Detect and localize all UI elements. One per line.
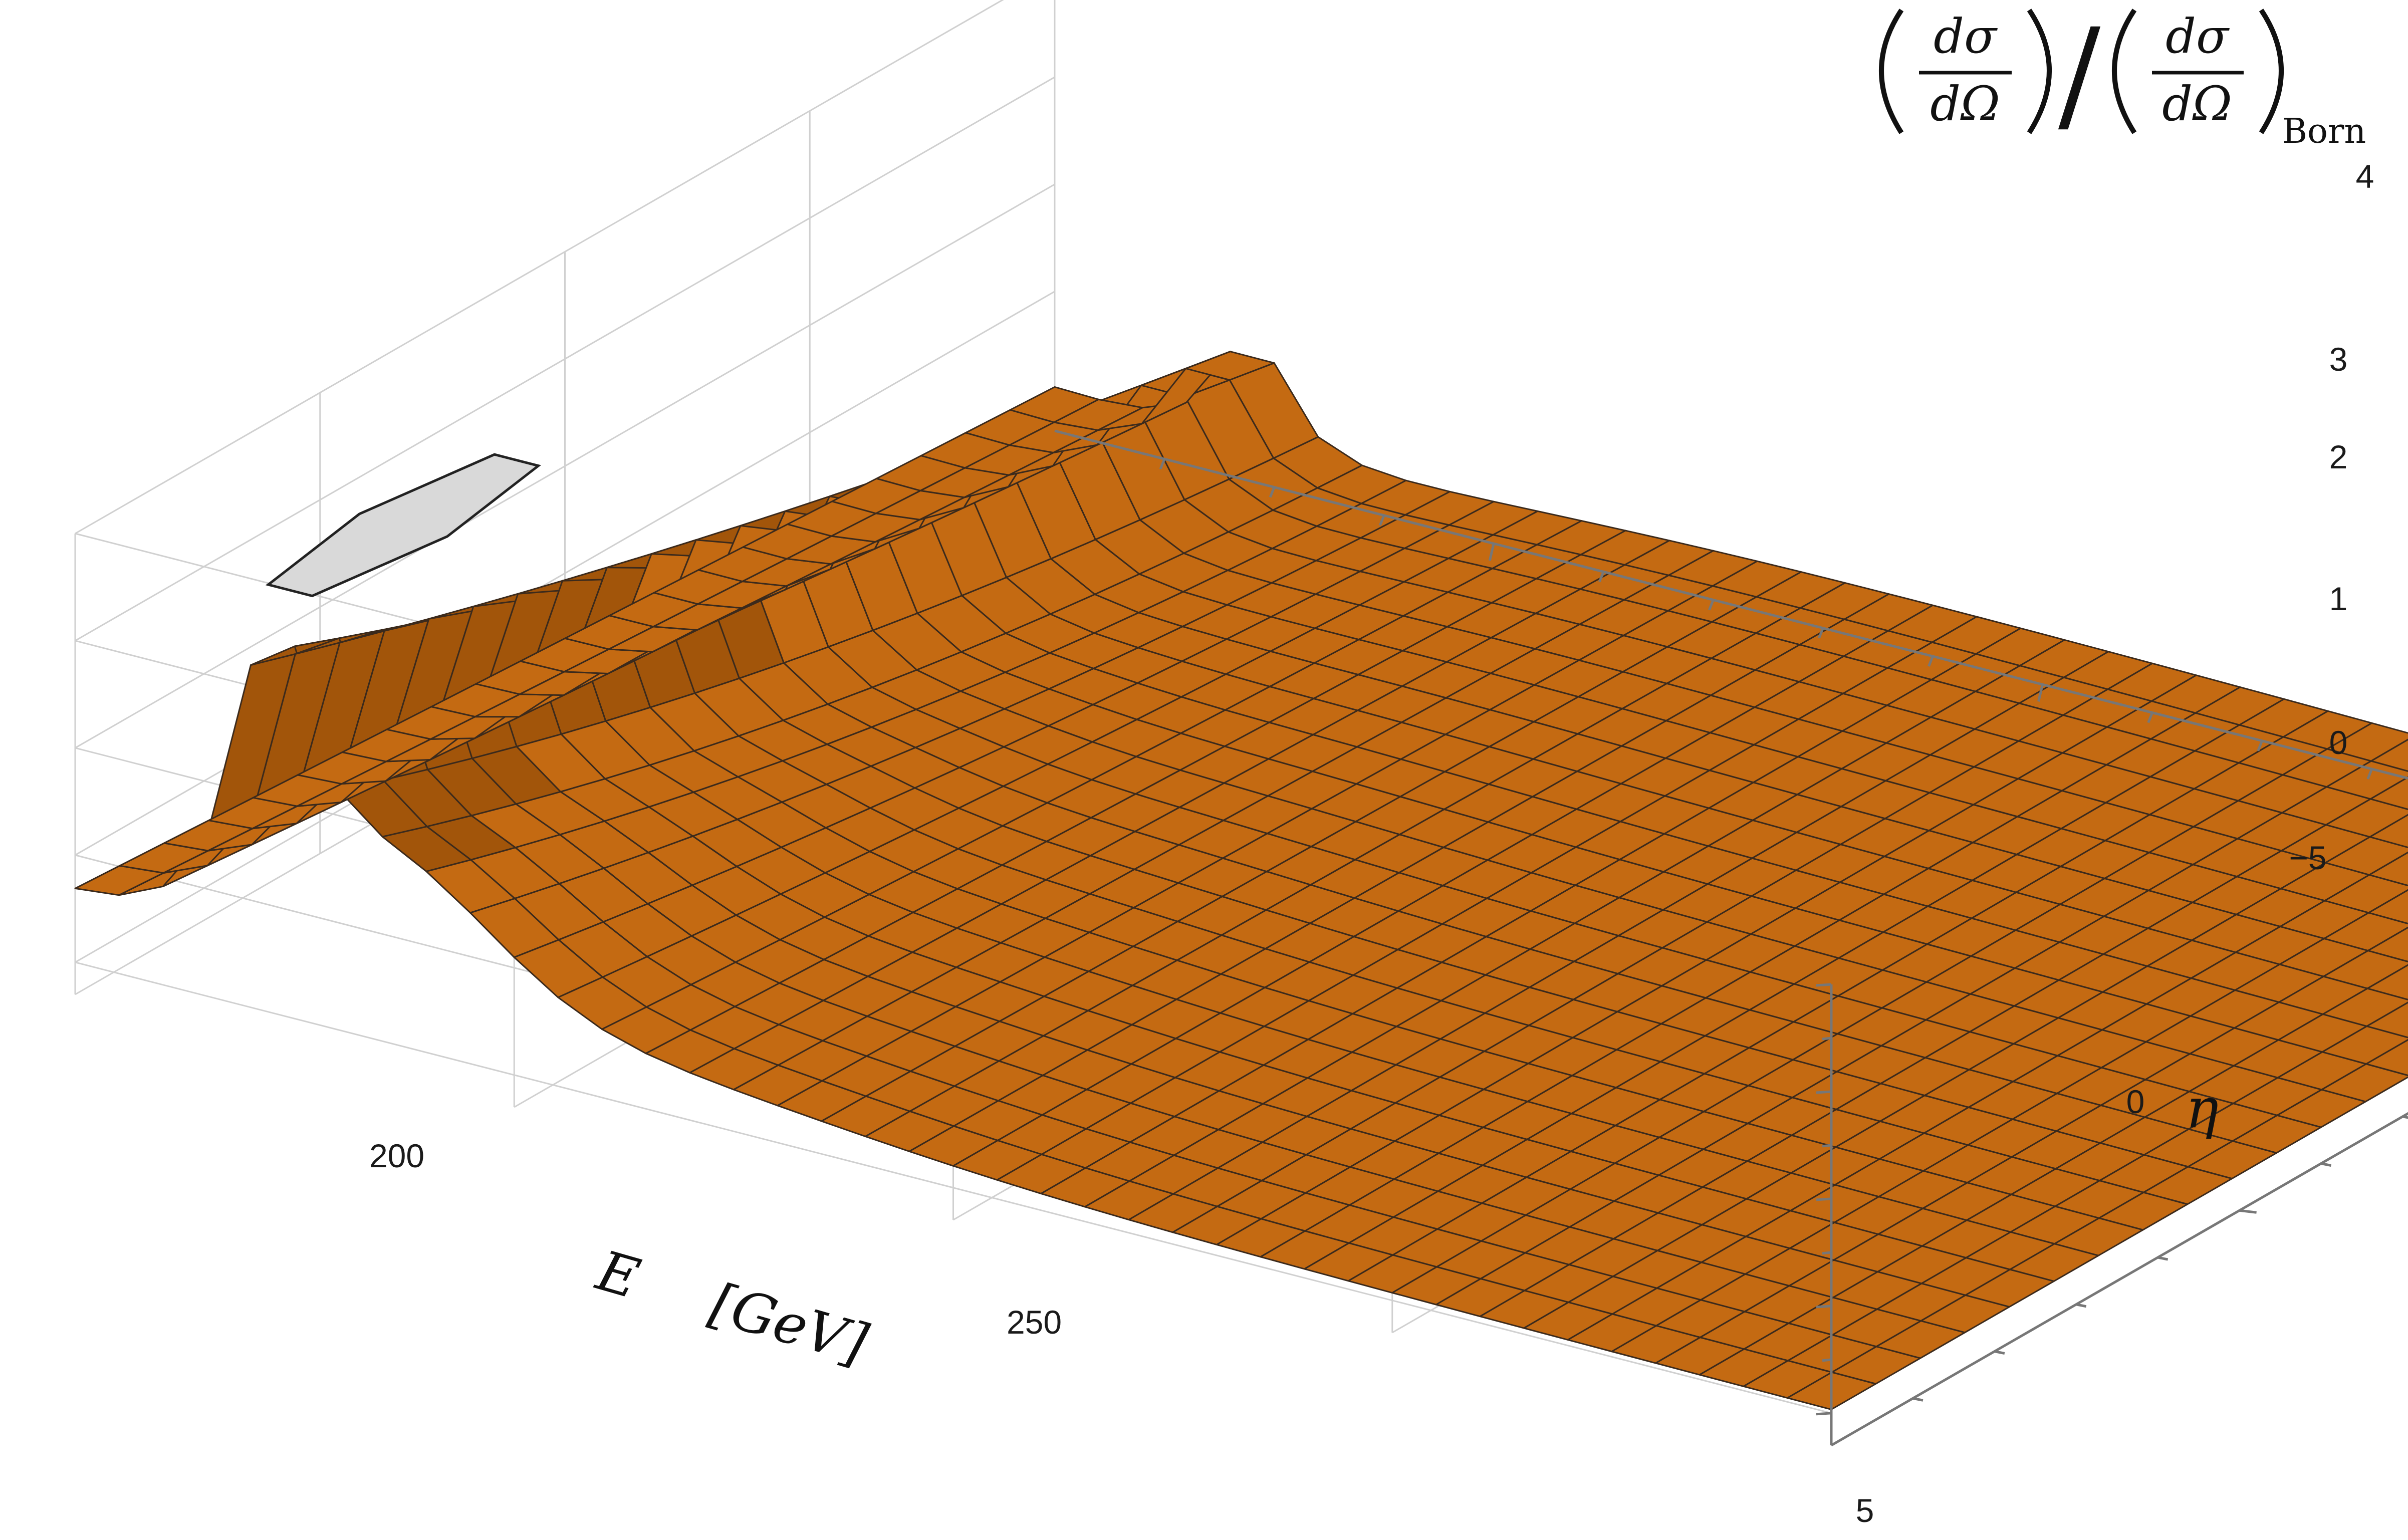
z-axis-title: dσ dΩ / dσ dΩ Born (1879, 2, 2366, 151)
surface-patch (2369, 776, 2408, 810)
surface-patch (2368, 889, 2408, 925)
x-tick (1928, 656, 1934, 667)
axes (1054, 429, 2408, 1447)
z-tick (1816, 1197, 1832, 1201)
z-tick-label-0: 0 (2329, 724, 2348, 761)
z-title-denominator-1: dΩ (1930, 77, 2000, 132)
y-tick (1994, 1350, 2005, 1355)
z-tick-label-1: 1 (2329, 580, 2348, 617)
surface-patch (2366, 964, 2408, 1000)
x-tick (1378, 515, 1385, 526)
x-tick (1159, 458, 1166, 470)
z-title-paren-left-1 (1879, 9, 1904, 134)
y-tick (2076, 1303, 2087, 1308)
x-tick (2366, 768, 2373, 780)
z-title-denominator-2: dΩ (2162, 77, 2232, 132)
surface-patch (2370, 738, 2408, 772)
z-title-paren-right-2 (2259, 9, 2284, 134)
y-tick (2157, 1256, 2169, 1261)
z-title-paren-right-1 (2027, 9, 2052, 134)
z-tick (1822, 1251, 1832, 1255)
y-tick (2402, 1115, 2408, 1119)
x-axis-title: E [GeV] (589, 1238, 875, 1376)
surface-patch (2368, 851, 2408, 887)
y-tick (2239, 1209, 2257, 1214)
y-tick-label-0: 0 (2126, 1083, 2145, 1120)
z-tick-label-2: 2 (2329, 438, 2348, 475)
z-tick (1816, 1305, 1832, 1309)
y-tick (1912, 1397, 1923, 1402)
z-title-slash: / (2058, 2, 2101, 147)
peak-cap (265, 453, 542, 598)
z-tick (1822, 1144, 1832, 1148)
z-tick-label-4: 4 (2356, 158, 2374, 195)
surface-patch (2366, 1001, 2408, 1039)
y-tick (2321, 1162, 2331, 1167)
z-title-paren-left-2 (2112, 9, 2137, 134)
x-tick (1488, 543, 1495, 561)
x-tick (1818, 627, 1824, 639)
z-tick (1816, 1412, 1832, 1416)
y-tick-label-neg5: −5 (2289, 839, 2326, 876)
surface-patch (2369, 814, 2408, 849)
x-axis-unit: [GeV] (703, 1271, 875, 1377)
z-title-numerator-1: dσ (1934, 9, 1998, 64)
x-tick-label-200: 200 (369, 1137, 424, 1174)
x-tick (1598, 571, 1605, 583)
z-tick (1816, 1090, 1832, 1094)
x-tick (2257, 740, 2264, 751)
x-tick (1708, 599, 1715, 611)
x-tick-label-250: 250 (1007, 1304, 1062, 1341)
z-tick (1822, 1037, 1832, 1041)
surface-patch (2365, 1039, 2408, 1077)
surface-patch (2367, 926, 2408, 963)
z-tick-label-3: 3 (2329, 341, 2348, 378)
z-tick (1816, 983, 1832, 987)
y-axis-label: η (2186, 1076, 2219, 1140)
z-title-subscript: Born (2282, 112, 2366, 151)
z-tick (1822, 1358, 1832, 1362)
x-tick (1269, 486, 1276, 498)
x-tick (2147, 712, 2153, 723)
z-title-numerator-2: dσ (2165, 9, 2230, 64)
x-tick (2037, 684, 2044, 702)
surface (74, 351, 2408, 1410)
y-tick-label-5: 5 (1856, 1492, 1874, 1529)
x-axis-label: E (589, 1238, 646, 1311)
